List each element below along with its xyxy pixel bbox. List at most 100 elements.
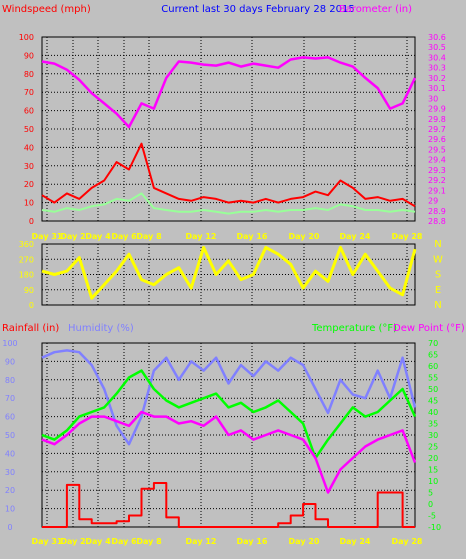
dew-point-axis-title: Dew Point (°F) (393, 323, 465, 334)
humidity-axis-tick-4: 60 (5, 413, 15, 422)
temperature-axis-tick-9: 25 (428, 443, 438, 452)
barometer-axis-tick-3: 30.3 (428, 64, 446, 73)
barometer-axis-title: Barometer (in) (339, 4, 412, 15)
temperature-axis-tick-4: 50 (428, 385, 438, 394)
windspeed-axis-tick-2: 80 (24, 70, 34, 79)
direction-degree-axis-tick-0: 360 (19, 240, 34, 249)
barometer-axis-tick-1: 30.5 (428, 43, 446, 52)
barometer-axis-tick-8: 29.8 (428, 115, 446, 124)
temperature-axis-tick-3: 55 (428, 374, 438, 383)
windspeed-axis-tick-6: 40 (24, 143, 34, 152)
temperature-axis-tick-1: 65 (428, 351, 438, 360)
humidity-axis-tick-10: 0 (7, 523, 12, 532)
temperature-axis-tick-2: 60 (428, 362, 438, 371)
windspeed-axis-tick-5: 50 (24, 125, 34, 134)
rainfall-axis-title: Rainfall (in) (2, 323, 59, 334)
humidity-axis-tick-1: 90 (5, 357, 15, 366)
barometer-axis-tick-9: 29.7 (428, 125, 446, 134)
temperature-axis-tick-14: 0 (428, 500, 433, 509)
temperature-axis-tick-13: 5 (428, 489, 433, 498)
humidity-axis-tick-3: 70 (5, 394, 15, 403)
barometer-axis-tick-0: 30.6 (428, 33, 446, 42)
direction-degree-axis-tick-1: 270 (19, 255, 34, 264)
bottom-x-axis-day-label-7: Day 20 (289, 537, 320, 546)
barometer-axis-tick-12: 29.4 (428, 156, 446, 165)
direction-compass-axis-tick-3: E (435, 285, 441, 296)
bottom-x-axis-day-label-9: Day 28 (392, 537, 423, 546)
barometer-axis-tick-2: 30.4 (428, 53, 446, 62)
windspeed-axis-tick-9: 10 (24, 199, 34, 208)
direction-degree-axis-tick-3: 90 (24, 286, 34, 295)
top-x-axis-day-label-5: Day 12 (186, 232, 217, 241)
temperature-axis-tick-6: 40 (428, 408, 438, 417)
wind-series-line (41, 142, 416, 208)
grid-layer (41, 36, 416, 528)
humidity-axis-tick-6: 40 (5, 449, 15, 458)
top-x-axis-day-label-1: Day 2 (60, 232, 85, 241)
rainfall-series-line (42, 482, 415, 528)
bottom-x-axis-day-label-3: Day 6 (111, 537, 137, 546)
dew-point-series-line (41, 410, 417, 494)
top-x-axis-day-label-6: Day 16 (237, 232, 268, 241)
humidity-axis-title: Humidity (%) (68, 323, 134, 334)
barometer-axis-tick-11: 29.5 (428, 145, 446, 154)
bottom-x-axis-day-label-6: Day 16 (237, 537, 268, 546)
top-x-axis-day-label-0: Day 31 (32, 232, 63, 241)
humidity-axis-tick-0: 100 (2, 339, 17, 348)
temperature-axis-tick-7: 35 (428, 420, 438, 429)
temperature-axis-tick-8: 30 (428, 431, 438, 440)
barometer-axis-tick-14: 29.2 (428, 176, 446, 185)
windspeed-axis-tick-7: 30 (24, 162, 34, 171)
humidity-axis-tick-2: 80 (5, 376, 15, 385)
direction-compass-axis-tick-4: N (434, 300, 441, 311)
barometer-axis-tick-5: 30.1 (428, 84, 446, 93)
barometer-axis-tick-16: 29 (428, 197, 438, 206)
barometer-axis-tick-4: 30.2 (428, 74, 446, 83)
chart-title: Current last 30 days February 28 2015 (161, 4, 354, 15)
humidity-axis-tick-5: 50 (5, 431, 15, 440)
windspeed-axis-title: Windspeed (mph) (2, 4, 91, 15)
windspeed-axis-tick-1: 90 (24, 51, 34, 60)
bottom-x-axis-day-label-8: Day 24 (340, 537, 371, 546)
top-x-axis-day-label-8: Day 24 (340, 232, 371, 241)
top-x-axis-day-label-2: Day 4 (85, 232, 111, 241)
direction-degree-axis-tick-2: 180 (19, 271, 34, 280)
direction-compass-axis-tick-2: S (435, 270, 441, 281)
barometer-series-line (41, 56, 417, 129)
windspeed-axis-tick-10: 0 (29, 217, 34, 226)
bottom-x-axis-day-label-0: Day 31 (32, 537, 63, 546)
humidity-axis-tick-7: 30 (5, 468, 15, 477)
tick-label-layer: 100908070605040302010030.630.530.430.330… (2, 33, 445, 546)
windspeed-axis-tick-0: 100 (19, 33, 34, 42)
temperature-axis-tick-11: 15 (428, 466, 438, 475)
direction-compass-axis-tick-0: N (434, 239, 441, 250)
barometer-axis-tick-7: 29.9 (428, 105, 446, 114)
humidity-axis-tick-8: 20 (5, 486, 15, 495)
temperature-axis-tick-15: -5 (428, 512, 436, 521)
bottom-x-axis-day-label-1: Day 2 (60, 537, 85, 546)
top-x-axis-day-label-4: Day 8 (136, 232, 162, 241)
series-layer (41, 56, 417, 528)
wind-direction-series-line (41, 245, 417, 300)
temperature-axis-tick-5: 45 (428, 397, 438, 406)
barometer-axis-tick-15: 29.1 (428, 186, 446, 195)
bottom-x-axis-day-label-5: Day 12 (186, 537, 217, 546)
barometer-axis-tick-17: 28.9 (428, 207, 446, 216)
temperature-axis-tick-12: 10 (428, 477, 438, 486)
barometer-axis-tick-13: 29.3 (428, 166, 446, 175)
barometer-axis-tick-10: 29.6 (428, 135, 446, 144)
direction-degree-axis-tick-4: 0 (29, 301, 34, 310)
windspeed-axis-tick-4: 60 (24, 107, 34, 116)
temperature-axis-title: Temperature (°F) (311, 323, 397, 334)
gust-series-line (41, 192, 416, 215)
windspeed-axis-tick-8: 20 (24, 180, 34, 189)
bottom-x-axis-day-label-4: Day 8 (136, 537, 162, 546)
temperature-axis-tick-10: 20 (428, 454, 438, 463)
top-x-axis-day-label-9: Day 28 (392, 232, 423, 241)
barometer-axis-tick-18: 28.8 (428, 217, 446, 226)
temperature-axis-tick-16: -10 (428, 523, 441, 532)
top-x-axis-day-label-3: Day 6 (111, 232, 137, 241)
